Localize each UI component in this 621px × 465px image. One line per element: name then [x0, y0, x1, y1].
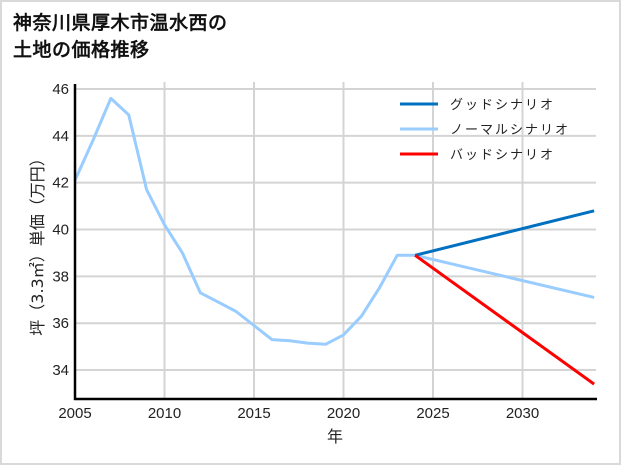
- gridlines: [75, 82, 596, 399]
- y-tick-label: 44: [52, 128, 69, 145]
- legend-label: グッドシナリオ: [450, 98, 555, 113]
- x-tick-label: 2015: [237, 405, 270, 422]
- y-tick-label: 42: [52, 175, 69, 192]
- title-line-1: 神奈川県厚木市温水西の: [13, 12, 228, 34]
- y-axis-ticks: 34 36 38 40 42 44 46: [52, 81, 69, 379]
- x-tick-label: 2010: [148, 405, 181, 422]
- series-lines: [73, 96, 595, 386]
- y-tick-label: 34: [52, 362, 69, 379]
- y-tick-label: 36: [52, 315, 69, 332]
- series-line: [73, 96, 595, 346]
- chart-title: 神奈川県厚木市温水西の 土地の価格推移: [13, 10, 228, 64]
- x-tick-label: 2020: [327, 405, 360, 422]
- x-axis-label: 年: [327, 427, 343, 446]
- legend-label: バッドシナリオ: [450, 148, 555, 163]
- x-axis-ticks: 2005 2010 2015 2020 2025 2030: [58, 405, 539, 422]
- y-tick-label: 40: [52, 222, 69, 239]
- legend-label: ノーマルシナリオ: [450, 123, 570, 138]
- x-tick-label: 2025: [416, 405, 449, 422]
- y-tick-label: 46: [52, 81, 69, 98]
- y-axis-label: 坪（3.3㎡）単価（万円）: [28, 150, 47, 335]
- x-tick-label: 2030: [506, 405, 539, 422]
- x-tick-label: 2005: [58, 405, 91, 422]
- series-line: [414, 254, 595, 386]
- y-tick-label: 38: [52, 268, 69, 285]
- series-line: [414, 209, 595, 257]
- title-line-2: 土地の価格推移: [13, 39, 150, 61]
